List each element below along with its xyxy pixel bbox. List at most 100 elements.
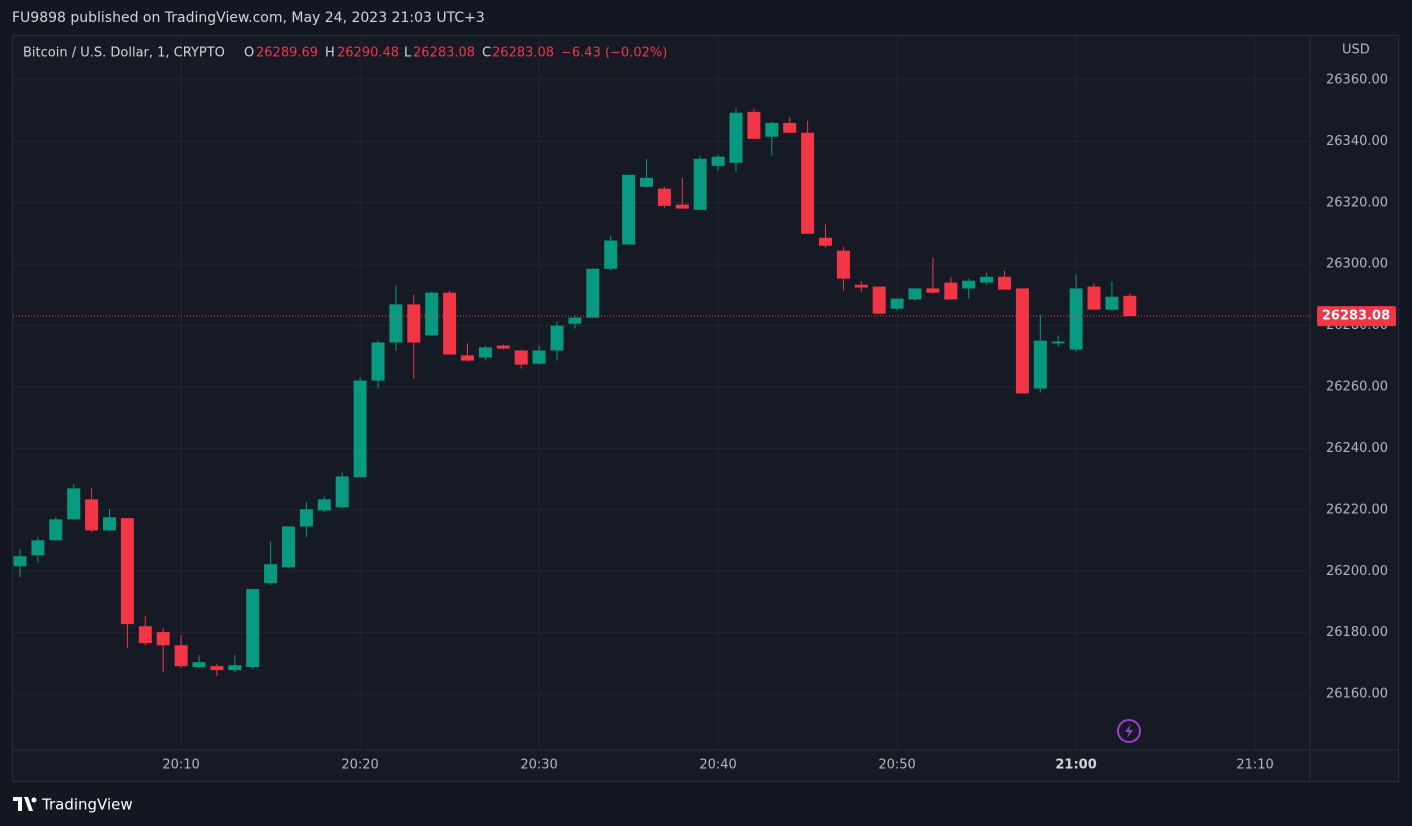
candle-body bbox=[13, 556, 27, 567]
labels: USD Bitcoin / U.S. Dollar, 1, CRYPTO O 2… bbox=[23, 43, 1396, 773]
ohlc-label: O bbox=[244, 46, 254, 61]
last-price-label: 26283.08 bbox=[1322, 309, 1390, 324]
candle-body bbox=[67, 488, 81, 520]
y-tick-label: 26320.00 bbox=[1326, 195, 1388, 210]
candle-body bbox=[890, 298, 904, 309]
candle-body bbox=[568, 317, 582, 324]
y-tick-label: 26360.00 bbox=[1326, 72, 1388, 87]
y-tick-label: 26340.00 bbox=[1326, 134, 1388, 149]
ohlc-label: C bbox=[482, 46, 491, 61]
candle-body bbox=[1069, 288, 1083, 350]
candle-body bbox=[425, 292, 439, 336]
ohlc-value: 26290.48 bbox=[337, 46, 399, 61]
brand: TradingView bbox=[13, 796, 133, 814]
candle-body bbox=[1123, 295, 1137, 317]
candle-body bbox=[228, 665, 242, 671]
y-tick-label: 26160.00 bbox=[1326, 687, 1388, 702]
brand-logo-dot bbox=[31, 797, 37, 803]
candle-body bbox=[550, 325, 564, 351]
y-tick-label: 26260.00 bbox=[1326, 380, 1388, 395]
y-tick-label: 26240.00 bbox=[1326, 441, 1388, 456]
candle-body bbox=[801, 132, 815, 234]
candle-body bbox=[264, 564, 278, 584]
candle-body bbox=[407, 304, 421, 343]
candle-body bbox=[85, 499, 99, 531]
candles bbox=[13, 108, 1310, 676]
brand-logo bbox=[13, 797, 33, 811]
y-tick-label: 26180.00 bbox=[1326, 625, 1388, 640]
candle-body bbox=[532, 350, 546, 364]
candle-body bbox=[1105, 296, 1119, 310]
brand-name: TradingView bbox=[41, 796, 133, 814]
ohlc-label: L bbox=[404, 46, 412, 61]
candle-body bbox=[622, 174, 636, 245]
candle-body bbox=[657, 188, 671, 206]
candle-body bbox=[389, 304, 403, 343]
candle-body bbox=[514, 350, 528, 365]
candle-body bbox=[174, 645, 188, 667]
candle-body bbox=[819, 237, 832, 246]
candle-body bbox=[103, 517, 116, 531]
candle-body bbox=[299, 509, 313, 527]
candle-body bbox=[962, 280, 976, 289]
ohlc-value: 26283.08 bbox=[492, 46, 554, 61]
x-tick-label: 20:40 bbox=[699, 758, 736, 773]
candle-body bbox=[210, 666, 224, 671]
icon-bolt[interactable] bbox=[1125, 724, 1133, 738]
lightning-icon[interactable] bbox=[1117, 719, 1141, 743]
candle-body bbox=[836, 250, 850, 279]
candle-body bbox=[246, 589, 260, 668]
symbol-title: Bitcoin / U.S. Dollar, 1, CRYPTO bbox=[23, 46, 225, 61]
candle-body bbox=[1087, 286, 1101, 310]
candle-body bbox=[693, 158, 707, 210]
y-tick-label: 26200.00 bbox=[1326, 564, 1388, 579]
candle-body bbox=[1015, 288, 1029, 394]
price-change: −6.43 (−0.02%) bbox=[561, 46, 667, 61]
x-tick-label: 20:20 bbox=[341, 758, 378, 773]
ohlc-label: H bbox=[325, 46, 335, 61]
candle-body bbox=[640, 177, 653, 187]
candle-body bbox=[586, 268, 600, 318]
x-tick-label: 20:10 bbox=[162, 758, 199, 773]
candle-body bbox=[998, 276, 1011, 290]
candle-body bbox=[729, 112, 743, 163]
candle-body bbox=[461, 355, 474, 361]
candle-body bbox=[156, 632, 170, 646]
candle-body bbox=[138, 626, 152, 644]
candle-body bbox=[335, 476, 349, 508]
axis-unit: USD bbox=[1342, 43, 1370, 58]
candle-body bbox=[1051, 341, 1065, 344]
candle-body bbox=[353, 380, 367, 478]
x-tick-label: 20:50 bbox=[878, 758, 915, 773]
last-price-box bbox=[1317, 306, 1396, 327]
candle-body bbox=[604, 240, 618, 269]
candle-body bbox=[980, 276, 994, 283]
x-tick-label: 21:00 bbox=[1055, 758, 1096, 773]
candle-body bbox=[120, 518, 134, 625]
candle-body bbox=[783, 122, 797, 133]
y-tick-label: 26220.00 bbox=[1326, 502, 1388, 517]
candle-body bbox=[1033, 340, 1047, 389]
published-note: FU9898 published on TradingView.com, May… bbox=[12, 10, 485, 26]
candle-body bbox=[747, 111, 761, 139]
candle-body bbox=[371, 342, 385, 381]
x-tick-label: 21:10 bbox=[1236, 758, 1273, 773]
icon-ring[interactable] bbox=[1117, 719, 1141, 743]
candle-body bbox=[443, 292, 457, 355]
x-tick-label: 20:30 bbox=[520, 758, 557, 773]
candle-body bbox=[854, 284, 868, 288]
candle-body bbox=[31, 540, 45, 556]
candle-body bbox=[872, 286, 886, 314]
candle-body bbox=[944, 282, 958, 300]
ohlc-value: 26289.69 bbox=[256, 46, 318, 61]
candle-body bbox=[49, 519, 63, 541]
candle-body bbox=[711, 156, 725, 166]
candle-body bbox=[496, 345, 510, 349]
y-tick-label: 26300.00 bbox=[1326, 257, 1388, 272]
candle-body bbox=[317, 499, 331, 511]
candle-body bbox=[765, 122, 779, 137]
candle-body bbox=[926, 288, 940, 293]
candle-body bbox=[478, 347, 492, 358]
candle-body bbox=[908, 288, 922, 300]
